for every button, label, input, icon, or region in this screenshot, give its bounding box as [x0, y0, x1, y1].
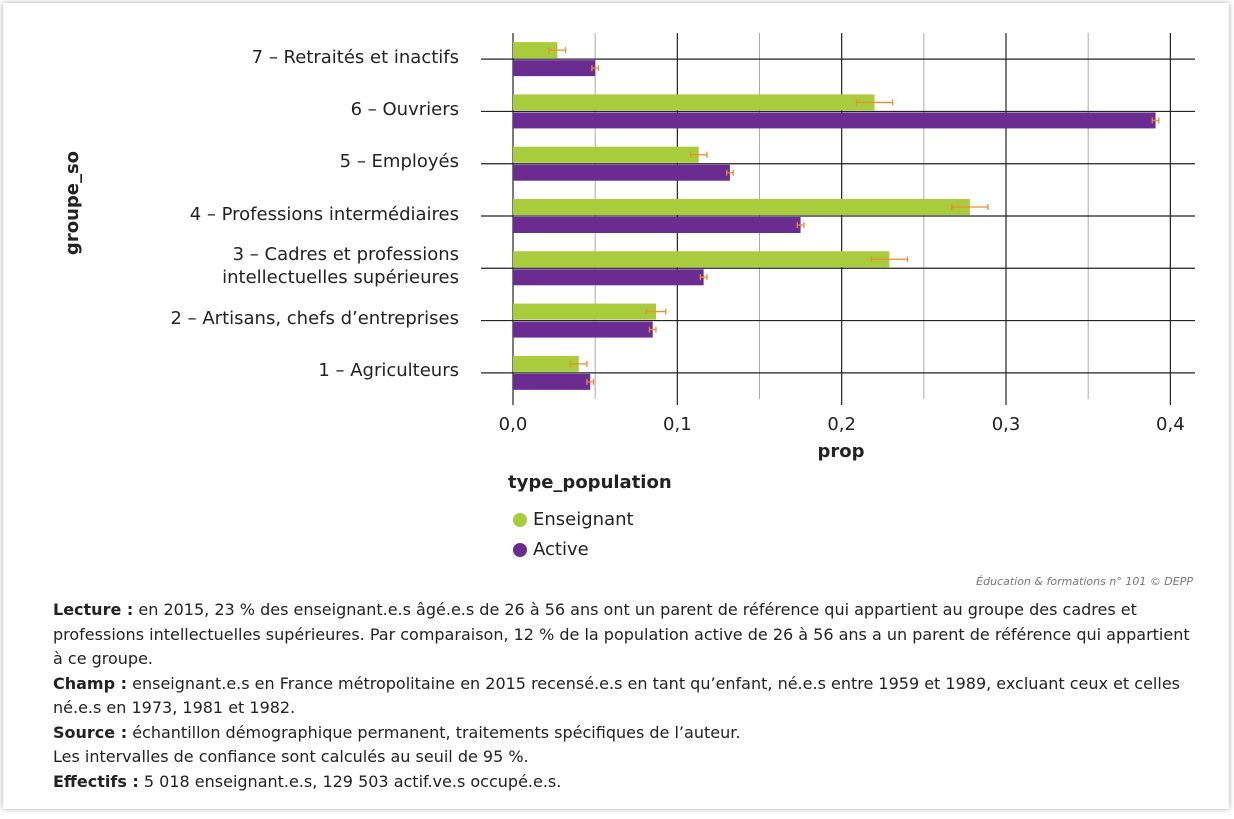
error-bar [699, 274, 708, 281]
note-text: enseignant.e.s en France métropolitaine … [53, 673, 1180, 718]
y-tick-label: 3 – Cadres et professions intellectuelle… [222, 244, 459, 289]
x-tick-label: 0,0 [499, 414, 528, 435]
bar [513, 303, 656, 320]
note-text: Les intervalles de confiance sont calcul… [53, 747, 529, 766]
y-tick-label: 1 – Agriculteurs [318, 360, 459, 382]
y-tick-label: 7 – Retraités et inactifs [251, 46, 459, 68]
error-bar [796, 222, 805, 228]
notes: Lecture : en 2015, 23 % des enseignant.e… [53, 598, 1193, 794]
note-label: Effectifs : [53, 771, 139, 791]
legend-marker [513, 543, 527, 557]
legend-marker [513, 513, 527, 527]
y-tick-label: 2 – Artisans, chefs d’entreprises [170, 308, 459, 330]
error-bar [870, 256, 909, 263]
legend-title: type_population [508, 472, 672, 493]
x-axis-label: prop [817, 441, 864, 462]
error-bar [591, 65, 600, 72]
error-bar [951, 204, 989, 210]
note-text: en 2015, 23 % des enseignant.e.s âgé.e.s… [53, 600, 1190, 668]
note-text: 5 018 enseignant.e.s, 129 503 actif.ve.s… [138, 771, 562, 791]
x-tick-label: 0,4 [1156, 414, 1185, 435]
bar [513, 60, 596, 77]
note-label: Source : [53, 722, 128, 742]
bar [513, 269, 704, 286]
error-bar [855, 99, 894, 106]
error-bar [645, 308, 667, 315]
y-tick-label: 5 – Employés [339, 151, 459, 173]
x-tick-label: 0,2 [827, 414, 856, 435]
error-bar [569, 360, 588, 367]
bar [513, 94, 875, 111]
note-label: Champ : [53, 673, 128, 693]
error-bar [548, 47, 567, 54]
bar [513, 146, 699, 163]
bar [513, 42, 558, 59]
bar [513, 217, 801, 233]
note: Effectifs : 5 018 enseignant.e.s, 129 50… [53, 770, 1193, 795]
bar [513, 373, 591, 390]
note: Champ : enseignant.e.s en France métropo… [53, 672, 1193, 721]
y-axis-label: groupe_so [62, 151, 83, 255]
error-bar [725, 169, 734, 176]
legend-label: Active [533, 539, 589, 560]
bar [513, 199, 970, 215]
x-tick-label: 0,3 [992, 414, 1021, 435]
bar [513, 321, 653, 338]
error-bar [689, 151, 708, 158]
bar [513, 164, 730, 181]
legend-label: Enseignant [533, 509, 634, 530]
bar [513, 355, 579, 372]
chart: groupe_so prop type_population 0,0 0,1 0,2… [62, 33, 1195, 560]
note: Source : échantillon démographique perma… [53, 721, 1193, 746]
error-bar [648, 326, 657, 333]
y-tick-label: 6 – Ouvriers [350, 98, 459, 120]
source: Éducation & formations n° 101 © DEPP [976, 575, 1193, 588]
error-bar [586, 378, 595, 385]
note-label: Lecture : [53, 600, 134, 619]
bar [513, 251, 890, 268]
note: Lecture : en 2015, 23 % des enseignant.e… [53, 598, 1193, 672]
x-tick-label: 0,1 [663, 414, 692, 435]
bar [513, 112, 1156, 129]
page: groupe_so prop type_population 0,0 0,1 0,2… [3, 3, 1229, 809]
note-text: échantillon démographique permanent, tra… [127, 722, 741, 742]
note: Les intervalles de confiance sont calcul… [53, 745, 1193, 770]
y-tick-label: 4 – Professions intermédiaires [189, 203, 459, 225]
error-bar [1151, 117, 1160, 124]
